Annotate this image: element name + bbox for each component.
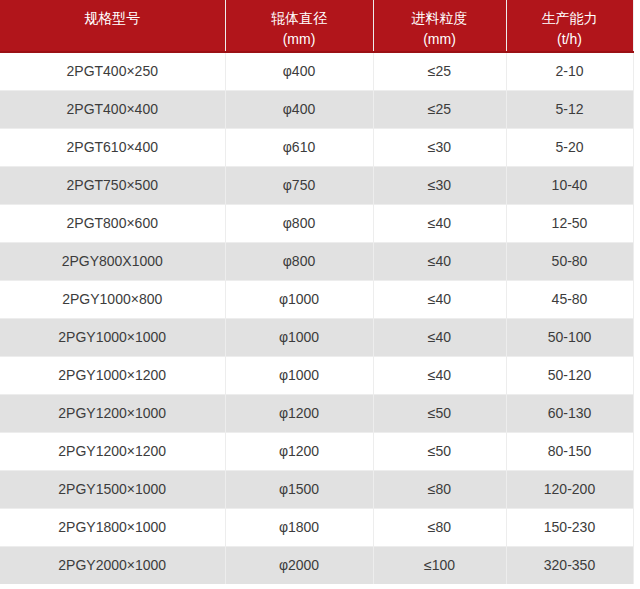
table-cell: 2PGT400×250 <box>0 52 225 90</box>
table-cell: 2-10 <box>506 52 633 90</box>
header-unit: (t/h) <box>511 29 629 50</box>
table-cell: 2PGY800X1000 <box>0 242 225 280</box>
header-cell-model: 规格型号 <box>0 0 225 52</box>
table-cell: φ400 <box>225 52 373 90</box>
header-cell-roller-diameter: 辊体直径 (mm) <box>225 0 373 52</box>
table-cell: 50-100 <box>506 318 633 356</box>
table-cell: 2PGY1000×800 <box>0 280 225 318</box>
table-cell: φ1200 <box>225 394 373 432</box>
table-cell: 150-230 <box>506 508 633 546</box>
table-cell: φ610 <box>225 128 373 166</box>
table-row: 2PGY2000×1000φ2000≤100320-350 <box>0 546 633 584</box>
table-cell: 2PGY1500×1000 <box>0 470 225 508</box>
table-cell: 12-50 <box>506 204 633 242</box>
table-cell: 2PGT610×400 <box>0 128 225 166</box>
header-label: 辊体直径 <box>230 8 369 29</box>
table-cell: ≤40 <box>373 204 506 242</box>
table-row: 2PGT800×600φ800≤4012-50 <box>0 204 633 242</box>
table-cell: ≤25 <box>373 52 506 90</box>
header-label: 生产能力 <box>511 8 629 29</box>
table-cell: ≤30 <box>373 166 506 204</box>
table-cell: ≤50 <box>373 432 506 470</box>
table-cell: 320-350 <box>506 546 633 584</box>
table-cell: 2PGT400×400 <box>0 90 225 128</box>
table-body: 2PGT400×250φ400≤252-102PGT400×400φ400≤25… <box>0 52 633 584</box>
table-header: 规格型号 辊体直径 (mm) 进料粒度 (mm) 生产能力 (t/h) <box>0 0 633 52</box>
table-cell: 80-150 <box>506 432 633 470</box>
table-cell: 2PGT800×600 <box>0 204 225 242</box>
table-row: 2PGY1500×1000φ1500≤80120-200 <box>0 470 633 508</box>
table-cell: 2PGY1800×1000 <box>0 508 225 546</box>
table-cell: ≤40 <box>373 318 506 356</box>
table-cell: 45-80 <box>506 280 633 318</box>
table-cell: 10-40 <box>506 166 633 204</box>
header-cell-capacity: 生产能力 (t/h) <box>506 0 633 52</box>
table-cell: 2PGY2000×1000 <box>0 546 225 584</box>
table-cell: 2PGY1200×1200 <box>0 432 225 470</box>
header-label: 规格型号 <box>4 8 221 29</box>
table-cell: 2PGT750×500 <box>0 166 225 204</box>
table-cell: ≤80 <box>373 508 506 546</box>
table-cell: ≤100 <box>373 546 506 584</box>
table-row: 2PGT610×400φ610≤305-20 <box>0 128 633 166</box>
table-cell: 5-20 <box>506 128 633 166</box>
table-cell: φ750 <box>225 166 373 204</box>
table-row: 2PGY800X1000φ800≤4050-80 <box>0 242 633 280</box>
header-row: 规格型号 辊体直径 (mm) 进料粒度 (mm) 生产能力 (t/h) <box>0 0 633 52</box>
table-cell: ≤40 <box>373 356 506 394</box>
table-cell: 50-80 <box>506 242 633 280</box>
table-cell: ≤80 <box>373 470 506 508</box>
table-row: 2PGY1000×1200φ1000≤4050-120 <box>0 356 633 394</box>
header-cell-feed-size: 进料粒度 (mm) <box>373 0 506 52</box>
table-cell: φ1000 <box>225 356 373 394</box>
table-row: 2PGY1200×1200φ1200≤5080-150 <box>0 432 633 470</box>
header-unit: (mm) <box>378 29 502 50</box>
table-row: 2PGT750×500φ750≤3010-40 <box>0 166 633 204</box>
table-cell: ≤50 <box>373 394 506 432</box>
spec-table: 规格型号 辊体直径 (mm) 进料粒度 (mm) 生产能力 (t/h) 2PGT… <box>0 0 634 584</box>
header-unit: (mm) <box>230 29 369 50</box>
table-cell: φ800 <box>225 204 373 242</box>
table-row: 2PGY1000×1000φ1000≤4050-100 <box>0 318 633 356</box>
table-cell: ≤30 <box>373 128 506 166</box>
table-cell: φ1500 <box>225 470 373 508</box>
table-cell: 2PGY1000×1000 <box>0 318 225 356</box>
table-cell: ≤40 <box>373 242 506 280</box>
table-cell: ≤40 <box>373 280 506 318</box>
table-cell: 60-130 <box>506 394 633 432</box>
table-cell: φ1800 <box>225 508 373 546</box>
table-cell: 5-12 <box>506 90 633 128</box>
header-label: 进料粒度 <box>378 8 502 29</box>
table-cell: 2PGY1000×1200 <box>0 356 225 394</box>
table-cell: φ1000 <box>225 318 373 356</box>
table-cell: φ1000 <box>225 280 373 318</box>
table-cell: 120-200 <box>506 470 633 508</box>
table-cell: φ800 <box>225 242 373 280</box>
table-row: 2PGY1800×1000φ1800≤80150-230 <box>0 508 633 546</box>
table-row: 2PGT400×400φ400≤255-12 <box>0 90 633 128</box>
table-cell: φ400 <box>225 90 373 128</box>
table-cell: φ2000 <box>225 546 373 584</box>
table-cell: 2PGY1200×1000 <box>0 394 225 432</box>
table-row: 2PGY1200×1000φ1200≤5060-130 <box>0 394 633 432</box>
table-row: 2PGT400×250φ400≤252-10 <box>0 52 633 90</box>
table-cell: ≤25 <box>373 90 506 128</box>
table-cell: φ1200 <box>225 432 373 470</box>
table-cell: 50-120 <box>506 356 633 394</box>
table-row: 2PGY1000×800φ1000≤4045-80 <box>0 280 633 318</box>
